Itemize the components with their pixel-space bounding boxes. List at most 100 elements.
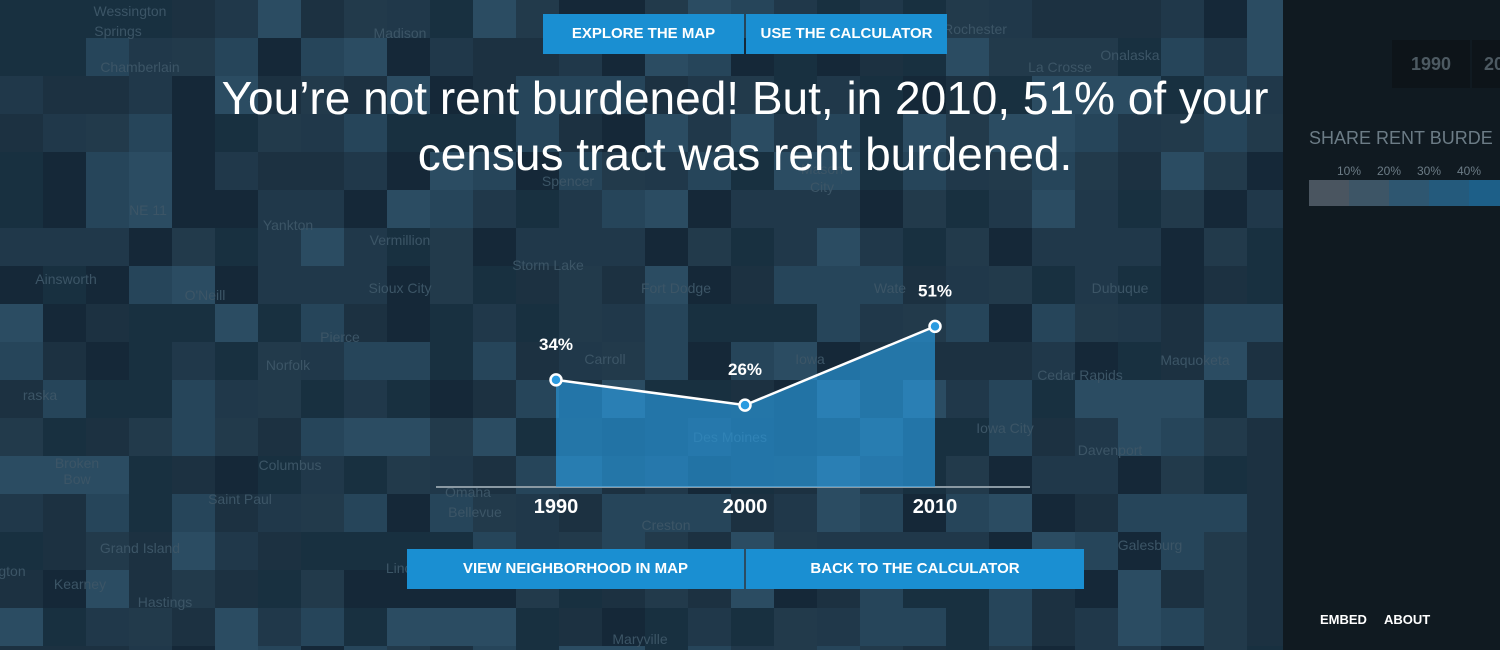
map-tile xyxy=(258,304,301,342)
map-tile xyxy=(645,646,688,650)
map-tile xyxy=(989,418,1032,456)
nav-button[interactable]: EXPLORE THE MAP xyxy=(543,14,744,54)
map-tile xyxy=(129,570,172,608)
map-tile xyxy=(86,570,129,608)
map-tile xyxy=(1032,0,1075,38)
map-tile xyxy=(1204,190,1247,228)
map-tile xyxy=(1204,646,1247,650)
map-tile xyxy=(559,228,602,266)
map-tile xyxy=(301,380,344,418)
map-tile xyxy=(688,304,731,342)
action-button[interactable]: VIEW NEIGHBORHOOD IN MAP xyxy=(407,549,744,589)
year-button[interactable]: 20 xyxy=(1472,40,1500,88)
map-tile xyxy=(1032,456,1075,494)
map-tile xyxy=(1118,342,1161,380)
map-tile xyxy=(430,76,473,114)
map-tile xyxy=(688,152,731,190)
map-label: Davenport xyxy=(1078,442,1143,458)
map-tile xyxy=(1204,76,1247,114)
map-tile xyxy=(43,228,86,266)
nav-button[interactable]: USE THE CALCULATOR xyxy=(746,14,947,54)
map-tile xyxy=(172,380,215,418)
map-tile xyxy=(1032,114,1075,152)
map-tile xyxy=(1032,494,1075,532)
map-tile xyxy=(344,494,387,532)
headline: You’re not rent burdened! But, in 2010, … xyxy=(221,72,1269,180)
map-tile xyxy=(903,494,946,532)
map-tile xyxy=(258,228,301,266)
map-tile xyxy=(1204,228,1247,266)
map-tile xyxy=(602,76,645,114)
map-tile xyxy=(774,494,817,532)
map-tile xyxy=(602,114,645,152)
map-tile xyxy=(774,76,817,114)
map-tile xyxy=(516,190,559,228)
map-tile xyxy=(215,608,258,646)
map-tile xyxy=(1161,494,1204,532)
map-tile xyxy=(1247,114,1290,152)
map-tile xyxy=(129,152,172,190)
map-tile xyxy=(1247,646,1290,650)
map-tile xyxy=(86,114,129,152)
map-tile xyxy=(344,646,387,650)
map-tile xyxy=(645,266,688,304)
map-tile xyxy=(258,646,301,650)
map-tile xyxy=(731,266,774,304)
map-tile xyxy=(344,38,387,76)
map-tile xyxy=(473,228,516,266)
map-tile xyxy=(0,0,43,38)
map-tile xyxy=(129,418,172,456)
map-tile xyxy=(602,228,645,266)
map-label: Wessington xyxy=(94,3,167,19)
point xyxy=(738,398,752,412)
map-tile xyxy=(172,608,215,646)
map-tile xyxy=(688,608,731,646)
map-tile xyxy=(172,418,215,456)
map-tile xyxy=(817,494,860,532)
map-tile xyxy=(817,608,860,646)
map-tile xyxy=(430,608,473,646)
map-tile xyxy=(43,532,86,570)
map-tile xyxy=(516,646,559,650)
map-tile xyxy=(172,266,215,304)
action-button[interactable]: BACK TO THE CALCULATOR xyxy=(746,549,1084,589)
map-label: Onalaska xyxy=(1100,47,1159,63)
map-tile xyxy=(0,418,43,456)
map-tile xyxy=(516,76,559,114)
map-tile xyxy=(473,38,516,76)
map-tile xyxy=(301,266,344,304)
map-label: Maquoketa xyxy=(1160,352,1229,368)
map-tile xyxy=(1032,266,1075,304)
footer-link[interactable]: ABOUT xyxy=(1384,612,1431,627)
map-tile xyxy=(473,76,516,114)
year-button[interactable]: 1990 xyxy=(1392,40,1470,88)
map-tile xyxy=(688,342,731,380)
map-label: Dubuque xyxy=(1092,280,1149,296)
map-tile xyxy=(731,646,774,650)
map-tile xyxy=(43,456,86,494)
map-tile xyxy=(0,152,43,190)
map-tile xyxy=(688,114,731,152)
map-tile xyxy=(344,0,387,38)
map-tile xyxy=(387,228,430,266)
map-tile xyxy=(946,228,989,266)
map-tile xyxy=(903,152,946,190)
map-tile xyxy=(989,608,1032,646)
map-tile xyxy=(0,38,43,76)
map-tile xyxy=(0,646,43,650)
map-tile xyxy=(387,114,430,152)
map-tile xyxy=(172,76,215,114)
map-tile xyxy=(1118,532,1161,570)
map-tile xyxy=(645,304,688,342)
map-tile xyxy=(43,418,86,456)
footer-link[interactable]: EMBED xyxy=(1320,612,1367,627)
map-tile xyxy=(1161,570,1204,608)
map-tile xyxy=(387,38,430,76)
map-tile xyxy=(43,266,86,304)
map-tile xyxy=(215,228,258,266)
map-tile xyxy=(1204,532,1247,570)
map-tile xyxy=(688,76,731,114)
map-label: Maryville xyxy=(612,631,667,647)
map-tile xyxy=(172,570,215,608)
